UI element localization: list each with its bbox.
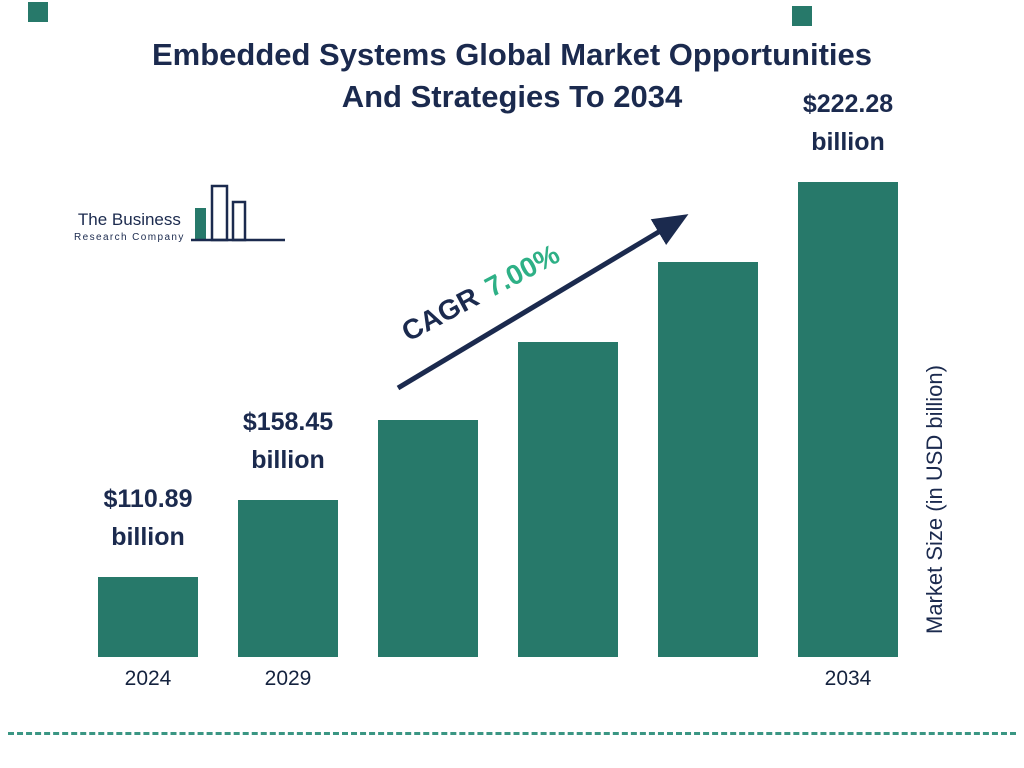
company-logo: The Business Research Company [74, 182, 287, 253]
bar-3 [378, 420, 478, 657]
bottom-dashed-divider [8, 732, 1016, 735]
corner-accent-left [28, 2, 48, 22]
cagr-value: 7.00% [479, 238, 565, 303]
bar-2034 [798, 182, 898, 657]
chart-title-line2: And Strategies To 2034 [341, 78, 683, 114]
cagr-label: CAGR [396, 281, 484, 348]
bar-value-label: $158.45 billion [242, 407, 334, 475]
company-name: The Business [77, 210, 181, 229]
bar-chart-logo-icon [190, 182, 287, 253]
x-axis-label: 2024 [124, 667, 172, 690]
company-subtitle: Research Company [74, 232, 185, 243]
corner-accent-right [792, 6, 812, 26]
bar-value-label: $222.28 billion [802, 89, 894, 157]
company-logo-text: The Business Research Company [74, 210, 185, 243]
bar-5 [658, 262, 758, 657]
cagr-annotation: CAGR7.00% [396, 238, 565, 348]
bar-2024 [98, 577, 198, 657]
x-axis-label: 2034 [824, 667, 872, 690]
bar-value-label: $110.89 billion [103, 484, 193, 552]
y-axis-label: Market Size (in USD billion) [922, 365, 947, 635]
chart-title: Embedded Systems Global Market Opportuni… [0, 34, 1024, 118]
bar-4 [518, 342, 618, 657]
chart-title-line1: Embedded Systems Global Market Opportuni… [151, 37, 873, 72]
x-axis-label: 2029 [264, 667, 312, 690]
bar-2029 [238, 500, 338, 657]
